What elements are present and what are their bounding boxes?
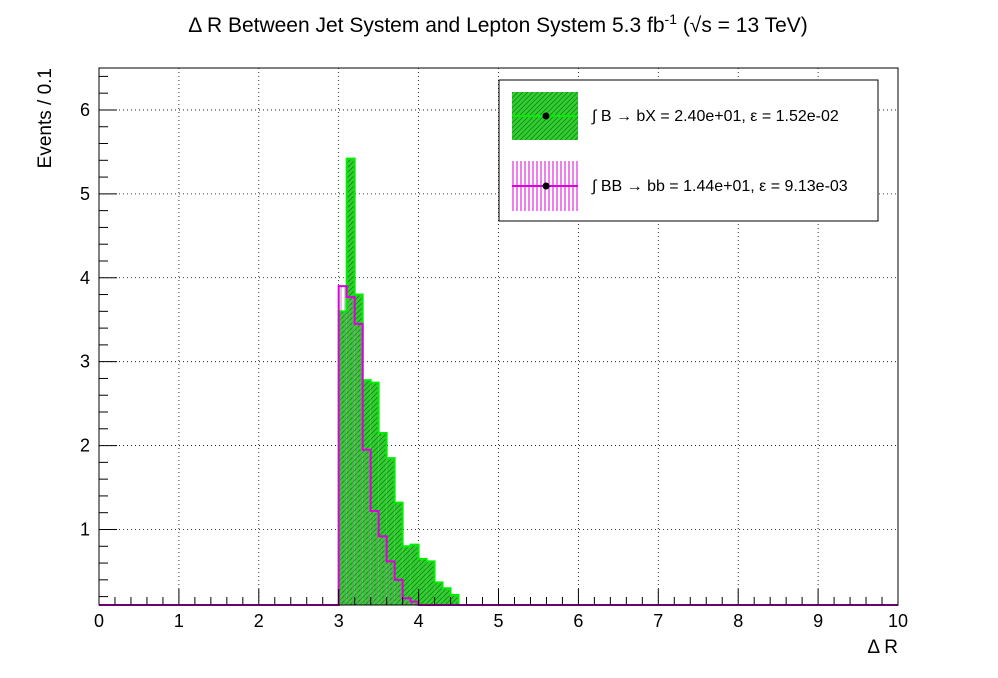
y-tick-label: 4 — [80, 268, 90, 288]
bar-b-to-bx — [394, 502, 403, 605]
bar-bb-to-bb — [346, 297, 355, 605]
bar-b-to-bx — [386, 458, 395, 605]
y-tick-label: 1 — [80, 519, 90, 539]
legend-label-bb-to-bb: ∫ BB → bb = 1.44e+01, ε = 9.13e-03 — [591, 178, 848, 195]
bar-b-to-bx — [370, 382, 379, 605]
bar-b-to-bx — [402, 546, 411, 605]
legend-marker-b-to-bx — [542, 112, 550, 120]
legend-marker-bb-to-bb — [542, 182, 550, 190]
axes: 0 1 2 3 4 5 6 7 8 9 10 1 2 3 4 5 6 — [80, 75, 908, 631]
bar-b-to-bx — [450, 594, 459, 605]
x-tick-label: 6 — [573, 611, 583, 631]
y-tick-label: 2 — [80, 436, 90, 456]
x-tick-label: 3 — [334, 611, 344, 631]
bar-b-to-bx — [410, 544, 419, 605]
legend-entry-bb-to-bb: ∫ BB → bb = 1.44e+01, ε = 9.13e-03 — [512, 161, 848, 211]
x-tick-label: 5 — [493, 611, 503, 631]
x-tick-label: 7 — [653, 611, 663, 631]
bar-bb-to-bb — [378, 536, 387, 605]
bar-b-to-bx — [426, 561, 435, 605]
x-tick-label: 10 — [888, 611, 908, 631]
y-tick-label: 5 — [80, 184, 90, 204]
x-tick-label: 8 — [733, 611, 743, 631]
series-line-b-to-bx — [99, 157, 898, 606]
x-axis-label: Δ R — [867, 637, 898, 658]
x-tick-label: 9 — [813, 611, 823, 631]
bar-bb-to-bb — [354, 323, 363, 605]
series-line-bb-to-bb — [99, 285, 898, 606]
histogram-bars — [99, 157, 898, 606]
bar-bb-to-bb — [410, 601, 419, 605]
y-tick-label: 3 — [80, 352, 90, 372]
bar-bb-to-bb — [386, 561, 395, 605]
legend-label-b-to-bx: ∫ B → bX = 2.40e+01, ε = 1.52e-02 — [591, 108, 839, 125]
bar-bb-to-bb — [402, 598, 411, 605]
chart-title: Δ R Between Jet System and Lepton System… — [188, 11, 808, 37]
bar-b-to-bx — [418, 558, 427, 605]
x-tick-label: 4 — [414, 611, 424, 631]
bar-bb-to-bb — [338, 286, 347, 605]
bar-bb-to-bb — [362, 449, 371, 605]
bar-bb-to-bb — [394, 579, 403, 605]
x-tick-label: 1 — [174, 611, 184, 631]
legend-entry-b-to-bx: ∫ B → bX = 2.40e+01, ε = 1.52e-02 — [512, 92, 839, 140]
x-tick-label: 0 — [94, 611, 104, 631]
bar-bb-to-bb — [370, 511, 379, 605]
y-tick-label: 6 — [80, 100, 90, 120]
bar-b-to-bx — [434, 582, 443, 605]
bar-b-to-bx — [442, 588, 451, 605]
x-tick-label: 2 — [254, 611, 264, 631]
bar-b-to-bx — [378, 432, 387, 605]
legend: ∫ B → bX = 2.40e+01, ε = 1.52e-02 ∫ BB →… — [498, 79, 879, 222]
y-axis-label: Events / 0.1 — [35, 68, 56, 168]
